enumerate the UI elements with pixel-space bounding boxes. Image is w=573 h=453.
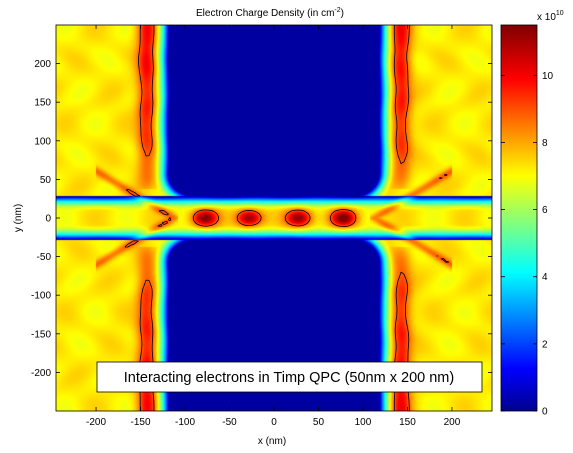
colorbar-gradient	[500, 24, 538, 412]
colorbar-tick-label: 6	[542, 205, 548, 216]
annotation-box: Interacting electrons in Timp QPC (50nm …	[96, 361, 483, 393]
colorbar-tick-label: 2	[542, 339, 548, 350]
plot-area: -200 -150 -100 -50 0 50 100 150 200 200 150 100 50 0…	[31, 24, 493, 428]
y-axis-label: y (nm)	[13, 204, 24, 232]
y-tick-label: 100	[34, 136, 51, 147]
x-axis-label: x (nm)	[258, 436, 286, 447]
y-tick-label: -200	[31, 368, 51, 379]
x-tick-label: -100	[175, 417, 195, 428]
y-tick-label: -150	[31, 329, 51, 340]
y-tick-label: -100	[31, 291, 51, 302]
x-axis: -200 -150 -100 -50 0 50 100 150 200	[86, 25, 461, 428]
x-tick-label: -150	[131, 417, 151, 428]
colorbar-tick-label: 10	[542, 71, 554, 82]
x-tick-label: 0	[271, 417, 277, 428]
x-tick-label: 200	[444, 417, 461, 428]
x-tick-label: -50	[222, 417, 237, 428]
y-tick-label: 200	[34, 59, 51, 70]
x-tick-label: 100	[355, 417, 372, 428]
annotation-text: Interacting electrons in Timp QPC (50nm …	[124, 370, 454, 386]
y-tick-label: -50	[37, 252, 52, 263]
y-axis: 200 150 100 50 0 -50 -100 -150 -200	[31, 59, 492, 379]
colorbar-multiplier: x 1010	[537, 10, 564, 23]
density-heatmap	[56, 25, 492, 411]
x-tick-label: 150	[399, 417, 416, 428]
colorbar: 0 2 4 6 8 10 x 1010	[500, 10, 564, 418]
y-tick-label: 0	[45, 214, 51, 225]
chart-title: Electron Charge Density (in cm-2)	[196, 7, 344, 19]
colorbar-tick-label: 0	[542, 407, 548, 418]
x-tick-label: 50	[313, 417, 325, 428]
y-tick-label: 150	[34, 98, 51, 109]
colorbar-tick-label: 8	[542, 138, 548, 149]
colorbar-ticks: 0 2 4 6 8 10	[501, 71, 554, 418]
y-tick-label: 50	[40, 175, 52, 186]
x-tick-label: -200	[86, 417, 106, 428]
colorbar-tick-label: 4	[542, 272, 548, 283]
